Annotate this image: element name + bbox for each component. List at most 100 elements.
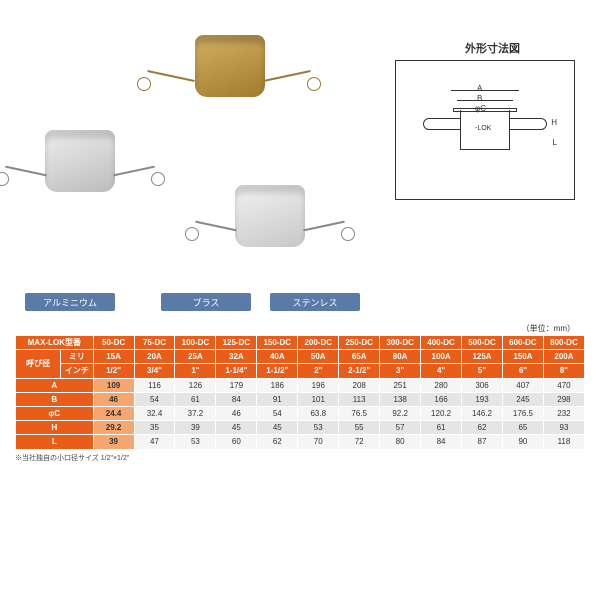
th-mm-val: 20A: [134, 350, 175, 364]
cell: 61: [421, 421, 462, 435]
label-aluminum: アルミニウム: [25, 293, 115, 311]
cell: 196: [298, 378, 339, 392]
cell: 57: [380, 421, 421, 435]
cell: 46: [93, 392, 134, 406]
cell: 93: [543, 421, 584, 435]
cell: 45: [216, 421, 257, 435]
product-aluminum: [45, 130, 115, 192]
cell: 101: [298, 392, 339, 406]
cell: 92.2: [380, 406, 421, 420]
dim-a: A: [477, 84, 482, 93]
th-inch-val: 1": [175, 364, 216, 378]
th-model: MAX-LOK型番: [16, 336, 94, 350]
cell: 62: [257, 435, 298, 449]
dim-h: H: [551, 118, 557, 127]
cell: 193: [462, 392, 503, 406]
cell: 232: [543, 406, 584, 420]
cell: 54: [257, 406, 298, 420]
th-mm-val: 40A: [257, 350, 298, 364]
label-brass: ブラス: [161, 293, 251, 311]
th-inch-val: 1/2": [93, 364, 134, 378]
cell: 63.8: [298, 406, 339, 420]
th-model-col: 800-DC: [543, 336, 584, 350]
th-inch-val: 3/4": [134, 364, 175, 378]
dim-l: L: [553, 138, 557, 147]
th-model-col: 300-DC: [380, 336, 421, 350]
cell: 53: [298, 421, 339, 435]
cell: 84: [216, 392, 257, 406]
cell: 72: [339, 435, 380, 449]
cell: 116: [134, 378, 175, 392]
row-label: A: [16, 378, 94, 392]
th-model-col: 200-DC: [298, 336, 339, 350]
cell: 35: [134, 421, 175, 435]
th-model-col: 600-DC: [502, 336, 543, 350]
cell: 32.4: [134, 406, 175, 420]
cell: 118: [543, 435, 584, 449]
cell: 80: [380, 435, 421, 449]
cell: 54: [134, 392, 175, 406]
th-mm-val: 32A: [216, 350, 257, 364]
cell: 113: [339, 392, 380, 406]
cell: 280: [421, 378, 462, 392]
cell: 55: [339, 421, 380, 435]
th-inch-val: 6": [502, 364, 543, 378]
cell: 176.5: [502, 406, 543, 420]
th-model-col: 100-DC: [175, 336, 216, 350]
label-stainless: ステンレス: [270, 293, 360, 311]
cell: 47: [134, 435, 175, 449]
product-stainless: [235, 185, 305, 247]
dimension-diagram: A B φC -LOK H L: [395, 60, 575, 200]
th-model-col: 500-DC: [462, 336, 503, 350]
cell: 76.5: [339, 406, 380, 420]
cell: 87: [462, 435, 503, 449]
th-model-col: 75-DC: [134, 336, 175, 350]
cell: 470: [543, 378, 584, 392]
cell: 179: [216, 378, 257, 392]
cell: 70: [298, 435, 339, 449]
cell: 146.2: [462, 406, 503, 420]
th-mm-val: 150A: [502, 350, 543, 364]
row-label: φC: [16, 406, 94, 420]
th-model-col: 50-DC: [93, 336, 134, 350]
th-mm-val: 65A: [339, 350, 380, 364]
cell: 29.2: [93, 421, 134, 435]
th-model-col: 400-DC: [421, 336, 462, 350]
cell: 65: [502, 421, 543, 435]
th-inch-val: 8": [543, 364, 584, 378]
th-inch-val: 1-1/2": [257, 364, 298, 378]
cell: 39: [175, 421, 216, 435]
th-mm-val: 100A: [421, 350, 462, 364]
cell: 90: [502, 435, 543, 449]
spec-table: MAX-LOK型番50-DC75-DC100-DC125-DC150-DC200…: [15, 335, 585, 463]
th-model-col: 150-DC: [257, 336, 298, 350]
dim-b: B: [477, 94, 482, 103]
row-label: H: [16, 421, 94, 435]
row-label: L: [16, 435, 94, 449]
cell: 91: [257, 392, 298, 406]
cell: 24.4: [93, 406, 134, 420]
th-mm-val: 80A: [380, 350, 421, 364]
cell: 126: [175, 378, 216, 392]
product-photos: [20, 20, 370, 310]
th-inch-val: 3": [380, 364, 421, 378]
th-inch-val: 5": [462, 364, 503, 378]
th-model-col: 250-DC: [339, 336, 380, 350]
th-inch-val: 2-1/2": [339, 364, 380, 378]
th-mm-val: 50A: [298, 350, 339, 364]
cell: 53: [175, 435, 216, 449]
th-dia: 呼び径: [16, 350, 61, 378]
th-model-col: 125-DC: [216, 336, 257, 350]
cell: 166: [421, 392, 462, 406]
cell: 45: [257, 421, 298, 435]
row-label: B: [16, 392, 94, 406]
th-inch: インチ: [61, 364, 93, 378]
cell: 62: [462, 421, 503, 435]
th-mm: ミリ: [61, 350, 93, 364]
cell: 306: [462, 378, 503, 392]
cell: 60: [216, 435, 257, 449]
th-mm-val: 125A: [462, 350, 503, 364]
cell: 120.2: [421, 406, 462, 420]
cell: 109: [93, 378, 134, 392]
cell: 407: [502, 378, 543, 392]
